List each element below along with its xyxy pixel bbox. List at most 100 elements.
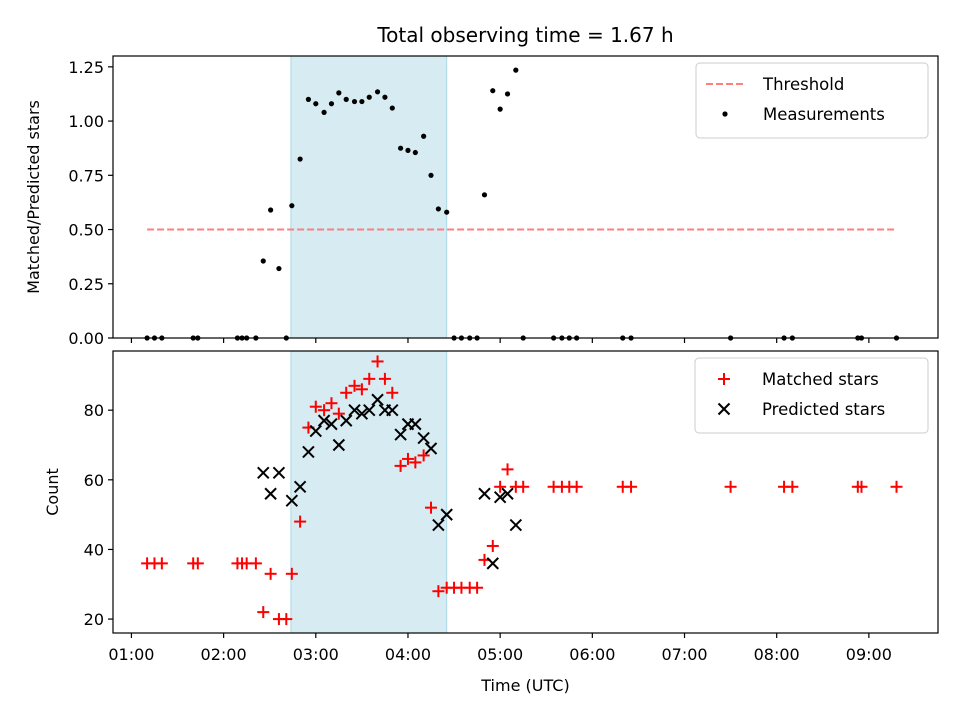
predicted-star-point <box>509 518 523 532</box>
matched-star-point <box>371 355 384 368</box>
measurement-point <box>351 98 358 105</box>
matched-star-point <box>332 407 345 420</box>
predicted-star-point <box>272 466 286 480</box>
predicted-star-point <box>409 417 422 431</box>
measurement-point <box>490 88 496 94</box>
matched-star-point <box>191 557 204 570</box>
measurement-point <box>289 203 295 209</box>
matched-star-point <box>355 383 368 396</box>
matched-star-point <box>386 386 399 399</box>
measurement-point <box>276 265 282 272</box>
predicted-star-point <box>309 424 323 438</box>
legend-entry: Threshold <box>706 75 844 94</box>
legend-entry: Predicted stars <box>717 400 885 419</box>
y-axis-title: Count <box>43 468 62 516</box>
observing-span-band <box>290 350 448 634</box>
matched-star-point <box>309 400 322 413</box>
x-tick-label: 07:00 <box>661 645 707 664</box>
predicted-star-point <box>424 442 438 455</box>
predicted-star-point <box>348 403 361 417</box>
predicted-star-point <box>371 393 384 406</box>
matched-star-point <box>285 567 298 580</box>
matched-star-point <box>786 480 799 493</box>
matched-star-point <box>417 449 430 462</box>
matched-star-point <box>890 480 903 493</box>
matched-star-point <box>363 372 376 385</box>
y-tick-label: 20 <box>84 610 104 629</box>
matched-star-point <box>486 539 499 552</box>
matched-star-point <box>494 480 507 493</box>
x-tick-label: 05:00 <box>477 645 523 664</box>
measurement-point <box>497 106 503 112</box>
axes-frame <box>112 55 939 339</box>
measurement-point <box>343 96 349 102</box>
measurement-point <box>412 149 418 156</box>
legend-box <box>695 62 929 139</box>
measurement-point <box>328 101 335 107</box>
matched-star-point <box>425 501 438 514</box>
y-tick-label: 0.25 <box>68 275 104 294</box>
matched-star-point <box>155 557 168 570</box>
legend-entry: Matched stars <box>718 370 879 389</box>
measurement-point <box>504 91 511 97</box>
predicted-star-point <box>325 417 338 431</box>
predicted-star-point <box>340 414 353 427</box>
x-tick-label: 08:00 <box>754 645 800 664</box>
matched-star-point <box>432 585 445 598</box>
legend-label: Threshold <box>762 75 844 94</box>
measurement-point <box>405 147 411 153</box>
matched-star-point <box>294 515 307 528</box>
y-tick-label: 1.25 <box>68 58 104 77</box>
matched-star-point <box>348 379 361 392</box>
x-axis-title: Time (UTC) <box>480 676 569 695</box>
axes-frame <box>112 350 939 634</box>
measurement-point <box>359 98 365 105</box>
x-tick-label: 01:00 <box>108 645 154 664</box>
matched-star-point <box>378 372 391 385</box>
predicted-star-point <box>417 431 430 445</box>
predicted-star-point <box>332 438 346 452</box>
top-panel: 0.00 0.25 0.50 0.75 1.00 1.25 Matched/Predicte… <box>24 55 939 348</box>
predicted-star-point <box>285 494 299 507</box>
matched-star-point <box>501 463 514 476</box>
y-tick-label: 40 <box>84 540 104 559</box>
matched-star-point <box>570 480 583 493</box>
predicted-star-point <box>432 518 445 532</box>
measurement-point <box>513 67 519 73</box>
measurement-point <box>389 105 395 111</box>
matched-star-point <box>280 613 293 626</box>
matched-star-point <box>724 480 737 493</box>
x-tick-label: 02:00 <box>201 645 247 664</box>
series-0 <box>141 355 903 626</box>
measurement-point <box>435 206 441 212</box>
matched-star-point <box>471 581 484 594</box>
predicted-star-point <box>394 428 407 441</box>
matched-star-point <box>257 606 270 619</box>
predicted-star-point <box>440 508 453 521</box>
legend-label: Predicted stars <box>762 400 885 419</box>
legend-measurement-swatch <box>722 111 728 117</box>
predicted-star-point <box>302 445 315 459</box>
legend-label: Measurements <box>763 105 885 124</box>
matched-star-point <box>340 386 353 399</box>
measurement-point <box>321 109 327 115</box>
predicted-star-point <box>293 480 307 493</box>
legend-label: Matched stars <box>762 370 879 389</box>
legend-box <box>694 357 929 434</box>
y-tick-label: 0.75 <box>68 166 104 185</box>
predicted-star-point <box>501 487 514 500</box>
measurement-point <box>305 96 312 102</box>
x-tick-label: 03:00 <box>293 645 339 664</box>
y-tick-label: 0.00 <box>68 329 104 348</box>
measurement-point <box>297 156 303 162</box>
bottom-panel: 20 40 60 80 01:00 02:00 03:00 04:00 05:00 06:00 07… <box>43 350 939 664</box>
predicted-star-point <box>257 466 270 480</box>
x-tick-label: 09:00 <box>846 645 892 664</box>
measurement-point <box>397 145 404 151</box>
matched-star-point <box>517 480 530 493</box>
measurement-point <box>336 90 342 96</box>
y-tick-label: 60 <box>84 471 104 490</box>
x-tick-label: 04:00 <box>385 645 431 664</box>
matched-star-point <box>318 404 331 417</box>
